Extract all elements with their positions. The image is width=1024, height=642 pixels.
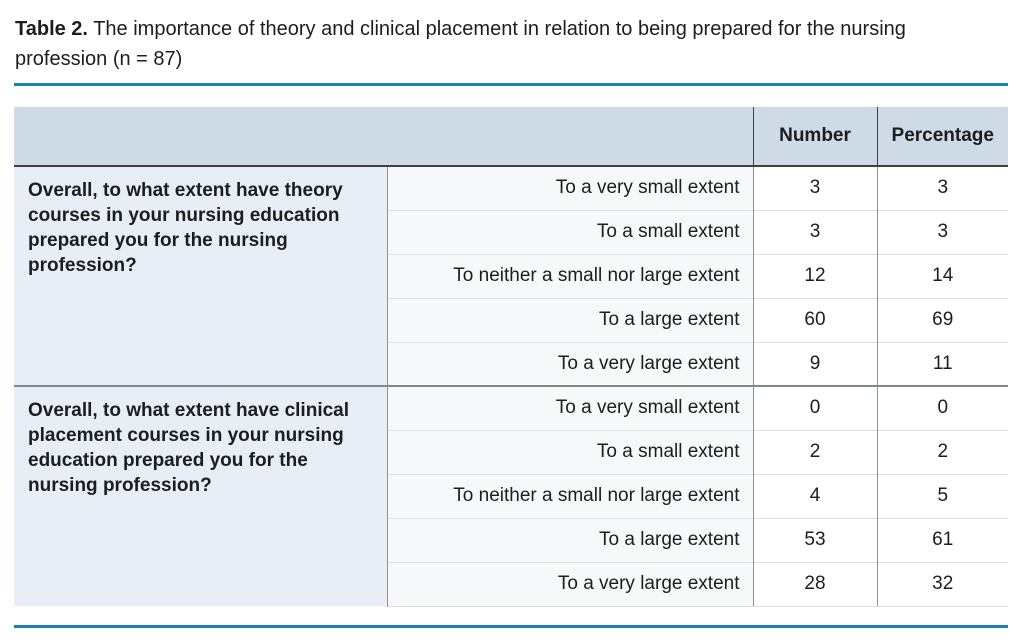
table-row: To a very large extent 9 11 [14, 341, 1008, 386]
percentage-cell: 0 [877, 385, 1008, 430]
answer-cell: To a small extent [387, 429, 754, 474]
table-caption: Table 2. The importance of theory and cl… [15, 14, 935, 74]
table-row: To a large extent 53 61 [14, 517, 1008, 562]
results-table: Number Percentage Overall, to what exten… [14, 107, 1008, 607]
percentage-cell: 11 [877, 341, 1008, 386]
number-cell: 12 [753, 253, 878, 298]
percentage-cell: 32 [877, 561, 1008, 607]
number-cell: 60 [753, 297, 878, 342]
header-row: Number Percentage [14, 107, 1008, 167]
number-cell: 3 [753, 209, 878, 254]
number-cell: 3 [753, 166, 878, 210]
table-row: To neither a small nor large extent 4 5 [14, 473, 1008, 518]
answer-cell: To a large extent [387, 297, 754, 342]
answer-cell: To neither a small nor large extent [387, 473, 754, 518]
percentage-cell: 69 [877, 297, 1008, 342]
table-row: To a small extent 2 2 [14, 429, 1008, 474]
answer-cell: To neither a small nor large extent [387, 253, 754, 298]
percentage-cell: 61 [877, 517, 1008, 562]
number-cell: 28 [753, 561, 878, 607]
caption-label: Table 2. [15, 18, 88, 40]
table-row: To neither a small nor large extent 12 1… [14, 253, 1008, 298]
number-cell: 53 [753, 517, 878, 562]
column-header-percentage: Percentage [876, 107, 1008, 167]
bottom-rule [14, 624, 1008, 628]
table-row: Overall, to what extent have theory cour… [14, 166, 1008, 386]
percentage-cell: 5 [877, 473, 1008, 518]
table-row: To a large extent 60 69 [14, 297, 1008, 342]
question-cell-theory: Overall, to what extent have theory cour… [14, 166, 388, 386]
answer-cell: To a very large extent [387, 561, 754, 607]
number-cell: 2 [753, 429, 878, 474]
top-rule [14, 83, 1008, 86]
number-cell: 4 [753, 473, 878, 518]
answer-cell: To a very small extent [387, 385, 754, 430]
caption-text: The importance of theory and clinical pl… [15, 18, 906, 70]
page: Table 2. The importance of theory and cl… [14, 14, 1008, 628]
percentage-cell: 3 [877, 166, 1008, 210]
question-cell-clinical: Overall, to what extent have clinical pl… [14, 385, 388, 606]
percentage-cell: 14 [877, 253, 1008, 298]
table-row: To a small extent 3 3 [14, 209, 1008, 254]
table-row: To a very large extent 28 32 [14, 561, 1008, 607]
column-header-number: Number [752, 107, 877, 167]
percentage-cell: 2 [877, 429, 1008, 474]
answer-cell: To a small extent [387, 209, 754, 254]
header-spacer-cell [14, 107, 753, 167]
percentage-cell: 3 [877, 209, 1008, 254]
number-cell: 9 [753, 341, 878, 386]
number-cell: 0 [753, 385, 878, 430]
answer-cell: To a large extent [387, 517, 754, 562]
answer-cell: To a very large extent [387, 341, 754, 386]
table-row: Overall, to what extent have clinical pl… [14, 385, 1008, 606]
answer-cell: To a very small extent [387, 166, 754, 210]
